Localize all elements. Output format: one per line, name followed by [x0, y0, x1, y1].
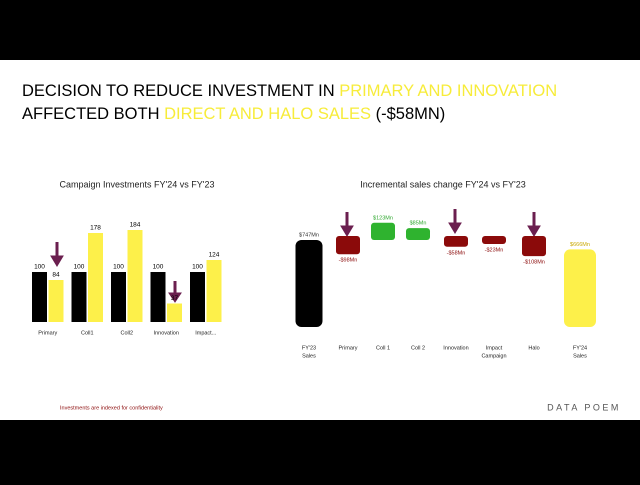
value-label: 178 [90, 225, 101, 232]
footnote: Investments are indexed for confidential… [60, 405, 163, 411]
value-label: 100 [192, 264, 203, 271]
bar [371, 222, 395, 240]
x-tick-label: FY'24 [573, 345, 587, 351]
arrows [50, 209, 541, 303]
bar [167, 303, 182, 322]
chart-title: Campaign Investments FY'24 vs FY'23 [59, 179, 214, 189]
bar [127, 230, 143, 322]
title-segment: PRIMARY AND INNOVATION [339, 82, 557, 100]
x-tick-label: Coll 1 [376, 345, 390, 351]
bar [111, 272, 126, 322]
x-tick-label: Primary [38, 330, 57, 336]
bar [336, 236, 360, 255]
title-line: DECISION TO REDUCE INVESTMENT IN PRIMARY… [22, 82, 557, 100]
title-segment: DIRECT AND HALO SALES [164, 105, 371, 123]
value-label: 184 [130, 222, 141, 229]
bar [295, 240, 323, 327]
bar [444, 236, 468, 247]
bar [482, 236, 506, 244]
x-tick-label: Sales [573, 353, 587, 359]
x-tick-label: Impact... [195, 330, 217, 336]
value-label: $666Mn [570, 242, 590, 248]
value-label: -$98Mn [339, 258, 358, 264]
value-label: 37 [171, 295, 179, 302]
value-label: -$58Mn [447, 250, 466, 256]
value-label: -$108Mn [523, 260, 545, 266]
bar [564, 249, 596, 327]
x-tick-label: Impact [486, 345, 503, 351]
value-label: 124 [209, 252, 220, 259]
x-tick-label: Sales [302, 353, 316, 359]
value-label: $123Mn [373, 215, 393, 221]
value-label: $85Mn [410, 221, 427, 227]
bar [48, 280, 64, 322]
x-tick-label: Innovation [443, 345, 468, 351]
x-tick-label: Campaign [481, 353, 506, 359]
x-tick-label: Coll1 [81, 330, 94, 336]
value-label: 100 [153, 264, 164, 271]
value-label: $747Mn [299, 232, 319, 238]
logo: DATA POEM [547, 402, 621, 412]
arrow [168, 281, 182, 303]
title-segment: DECISION TO REDUCE INVESTMENT IN [22, 82, 339, 100]
chart-title: Incremental sales change FY'24 vs FY'23 [360, 179, 526, 189]
arrow [527, 212, 541, 237]
value-label: -$23Mn [485, 247, 504, 253]
title-line: AFFECTED BOTH DIRECT AND HALO SALES (-$5… [22, 105, 445, 123]
bar [150, 272, 166, 322]
value-label: 100 [34, 264, 45, 271]
arrow [340, 212, 354, 237]
value-label: 100 [113, 264, 124, 271]
x-tick-label: FY'23 [302, 345, 316, 351]
bar [522, 236, 546, 257]
x-tick-label: Coll2 [120, 330, 133, 336]
value-label: 84 [52, 272, 60, 279]
x-tick-label: Innovation [154, 330, 179, 336]
x-tick-label: Primary [339, 345, 358, 351]
value-label: 100 [74, 264, 85, 271]
bar [88, 233, 103, 322]
arrow [448, 209, 462, 234]
x-tick-label: Halo [528, 345, 539, 351]
bar [32, 272, 47, 322]
title-segment: (-$58MN) [371, 105, 445, 123]
bar [71, 272, 87, 322]
bar [190, 272, 205, 322]
x-tick-label: Coll 2 [411, 345, 425, 351]
arrow [50, 242, 64, 267]
bar [406, 228, 430, 240]
bar [206, 260, 222, 322]
title-segment: AFFECTED BOTH [22, 105, 164, 123]
